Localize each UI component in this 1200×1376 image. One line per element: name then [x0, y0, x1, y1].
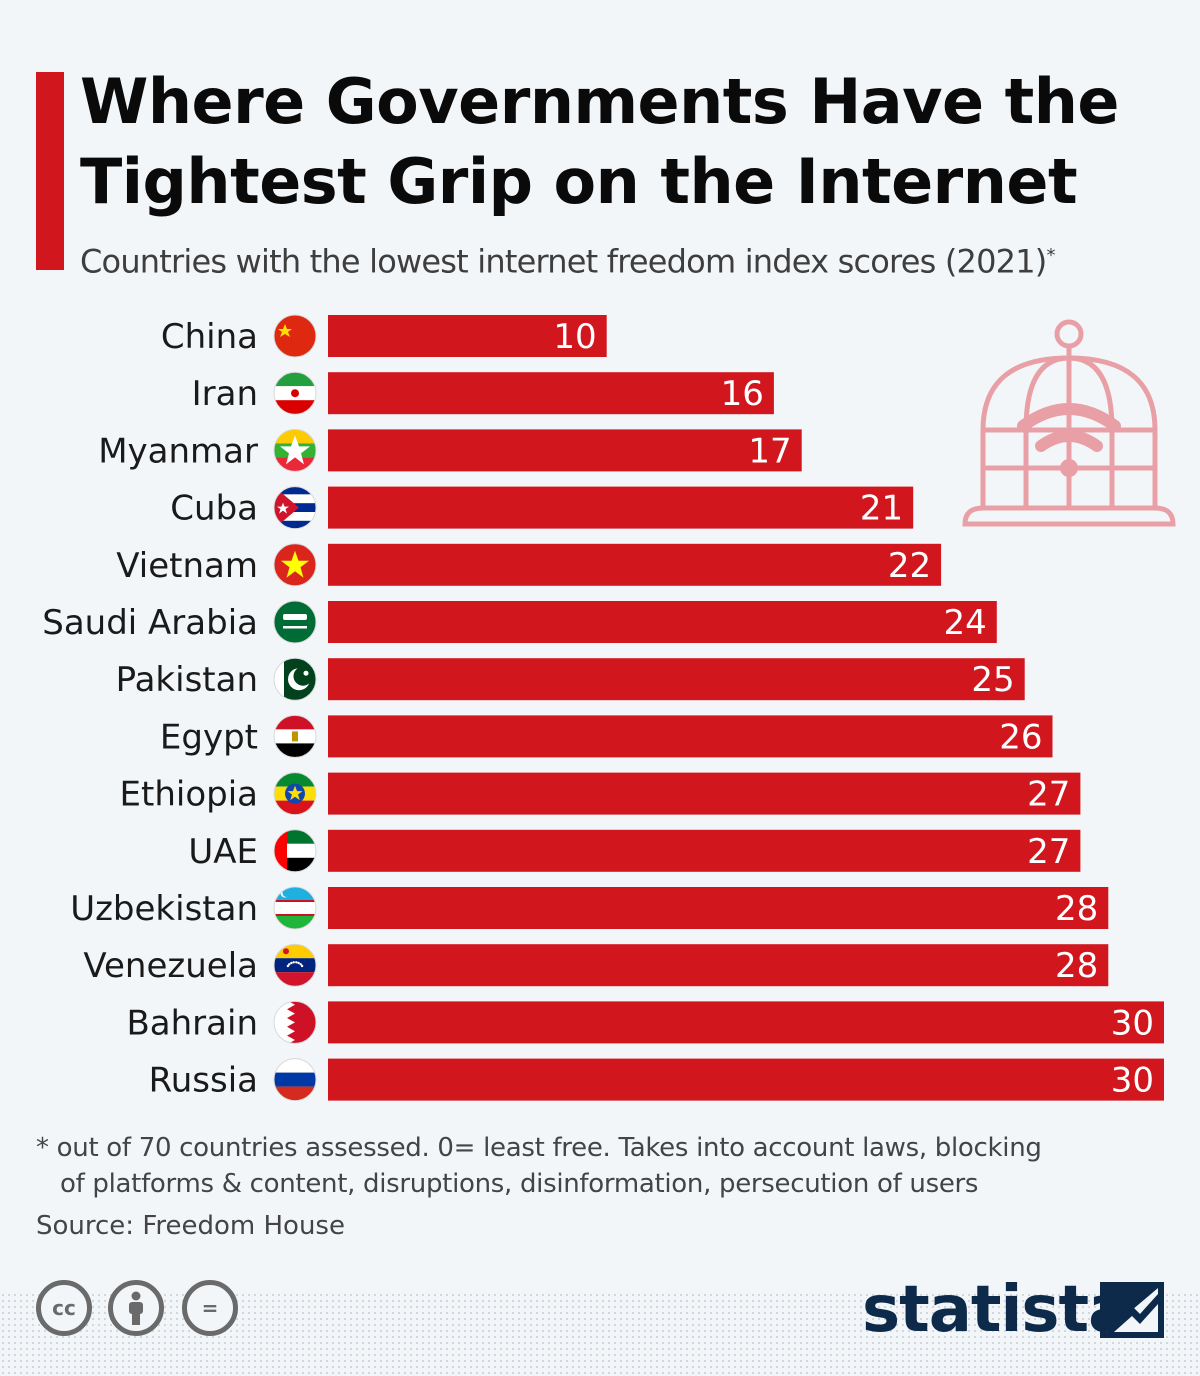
bar	[328, 944, 1109, 987]
category-label: Russia	[149, 1061, 258, 1101]
category-label: UAE	[188, 832, 258, 872]
myanmar-flag-icon	[273, 428, 317, 472]
chart-subtitle: Countries with the lowest internet freed…	[80, 234, 1190, 284]
uzbekistan-flag-icon	[273, 886, 317, 930]
data-label: 16	[721, 374, 764, 414]
title-accent-bar	[36, 72, 64, 270]
uae-flag-icon	[273, 829, 317, 873]
bar	[328, 772, 1081, 815]
bar	[328, 1001, 1164, 1044]
subtitle-text: Countries with the lowest internet freed…	[80, 242, 1047, 281]
data-label: 26	[999, 717, 1042, 757]
footnote-line-2: of platforms & content, disruptions, dis…	[60, 1169, 979, 1199]
category-label: Cuba	[170, 489, 258, 529]
subtitle-footnote-mark: *	[1046, 245, 1055, 266]
venezuela-flag-icon	[273, 943, 317, 987]
bar-row-uzbekistan: Uzbekistan 28	[70, 886, 1109, 930]
bar-row-ethiopia: Ethiopia 27	[120, 772, 1081, 816]
bar	[328, 829, 1081, 872]
data-label: 25	[971, 660, 1014, 700]
statista-logo-icon[interactable]	[1100, 1282, 1164, 1338]
data-label: 21	[860, 489, 903, 529]
category-label: Uzbekistan	[70, 889, 258, 929]
bar-row-iran: Iran 16	[192, 371, 774, 415]
category-label: Vietnam	[116, 546, 258, 586]
bahrain-flag-icon	[273, 1000, 317, 1044]
bar-row-china: China 10	[161, 314, 607, 358]
bar	[328, 315, 607, 357]
russia-flag-icon	[273, 1058, 317, 1102]
attribution-icon[interactable]	[108, 1280, 164, 1336]
category-label: Venezuela	[83, 946, 258, 986]
pakistan-flag-icon	[273, 657, 317, 701]
data-label: 17	[748, 431, 791, 471]
birdcage-wifi-icon	[962, 319, 1176, 527]
cuba-flag-icon	[273, 486, 317, 530]
bar-row-cuba: Cuba 21	[170, 486, 914, 530]
bar	[328, 601, 997, 643]
category-label: Ethiopia	[120, 775, 258, 815]
bar-row-venezuela: Venezuela 28	[83, 943, 1109, 987]
bar	[328, 887, 1109, 929]
bar-row-bahrain: Bahrain 30	[126, 1000, 1164, 1044]
bar-row-egypt: Egypt 26	[160, 714, 1053, 758]
data-label: 22	[888, 546, 931, 586]
bar-row-myanmar: Myanmar 17	[98, 428, 802, 472]
data-label: 28	[1055, 889, 1098, 929]
data-label: 24	[944, 603, 987, 643]
category-label: China	[161, 317, 258, 357]
category-label: Myanmar	[98, 431, 258, 471]
category-label: Bahrain	[126, 1003, 258, 1043]
data-label: 28	[1055, 946, 1098, 986]
data-label: 30	[1111, 1003, 1154, 1043]
data-label: 27	[1027, 832, 1070, 872]
ethiopia-flag-icon	[273, 772, 317, 816]
bar-row-russia: Russia 30	[149, 1058, 1164, 1102]
creative-commons-icon[interactable]: cc	[36, 1280, 92, 1336]
category-label: Pakistan	[116, 660, 258, 700]
vietnam-flag-icon	[273, 543, 317, 587]
bar	[328, 1058, 1164, 1101]
source-note: Source: Freedom House	[36, 1211, 345, 1241]
category-label: Saudi Arabia	[42, 603, 258, 643]
footnote-line-1: * out of 70 countries assessed. 0= least…	[36, 1133, 1042, 1163]
category-label: Egypt	[160, 717, 258, 757]
data-label: 30	[1111, 1061, 1154, 1101]
bar	[328, 486, 914, 529]
category-label: Iran	[192, 374, 258, 414]
egypt-flag-icon	[273, 714, 317, 758]
bar-chart: China 10 Iran 16 Myanmar 17 Cuba 21 Vietnam 22 Sau…	[42, 314, 1164, 1102]
bar-row-uae: UAE 27	[188, 829, 1081, 873]
china-flag-icon	[273, 314, 317, 358]
chart-title: Where Governments Have the Tightest Grip…	[80, 65, 1119, 218]
saudi-arabia-flag-icon	[273, 600, 317, 644]
bar-row-saudi-arabia: Saudi Arabia 24	[42, 600, 997, 644]
no-derivatives-icon[interactable]: =	[182, 1280, 238, 1336]
iran-flag-icon	[273, 371, 317, 415]
bar	[328, 543, 942, 586]
statista-logo-text[interactable]: statista	[862, 1273, 1131, 1347]
bar	[328, 658, 1025, 701]
bar-row-pakistan: Pakistan 25	[116, 657, 1025, 701]
bar	[328, 715, 1053, 758]
data-label: 27	[1027, 775, 1070, 815]
bar-row-vietnam: Vietnam 22	[116, 543, 942, 587]
bar	[328, 372, 774, 415]
data-label: 10	[553, 317, 596, 357]
bar	[328, 429, 802, 472]
footnote: * out of 70 countries assessed. 0= least…	[36, 1130, 1166, 1202]
